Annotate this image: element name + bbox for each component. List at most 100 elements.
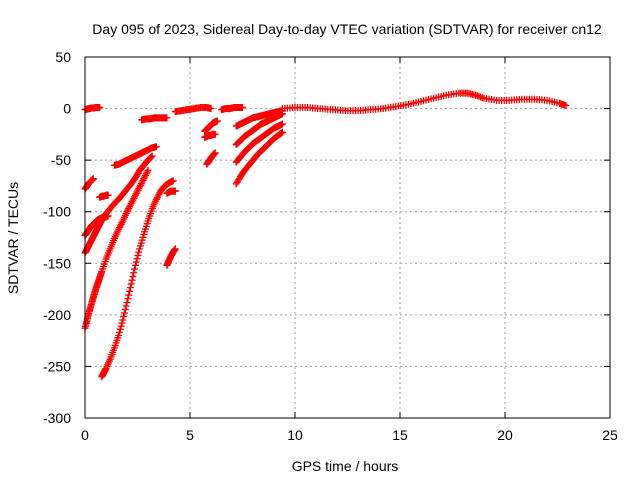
data-point: [152, 143, 160, 151]
plot-frame: [84, 56, 611, 419]
data-point: [562, 101, 570, 109]
grid-lines: [85, 57, 610, 418]
data-point: [147, 153, 155, 161]
data-point: [134, 251, 142, 259]
data-point: [131, 193, 139, 201]
data-point: [104, 191, 112, 199]
data-point: [115, 225, 123, 233]
data-point: [136, 183, 144, 191]
series-pass-14: [201, 130, 219, 141]
data-point: [126, 203, 134, 211]
data-point: [118, 319, 126, 327]
data-point: [124, 295, 132, 303]
data-point: [239, 104, 246, 112]
series-pass-6: [81, 166, 152, 332]
y-tick-label: -300: [43, 410, 71, 426]
y-tick-labels: -300 -250 -200 -150 -100 -50 0 50: [43, 49, 71, 426]
data-point: [135, 248, 143, 256]
data-point: [128, 198, 136, 206]
data-point: [117, 322, 125, 330]
data-point: [126, 284, 134, 292]
data-point: [117, 220, 125, 228]
data-point: [207, 105, 215, 113]
series-pass-4: [96, 191, 112, 201]
data-point: [278, 128, 286, 136]
x-tick-label: 0: [81, 427, 89, 443]
series-pass-19: [232, 120, 286, 166]
data-point: [155, 190, 163, 198]
series-pass-7: [98, 177, 177, 381]
series-pass-13: [201, 117, 221, 135]
series-pass-21: [278, 89, 570, 115]
data-point: [141, 173, 149, 181]
data-point: [122, 302, 130, 310]
data-point: [120, 313, 128, 321]
data-point: [163, 114, 171, 122]
x-tick-label: 15: [392, 427, 408, 443]
x-tick-label: 20: [497, 427, 513, 443]
data-point: [126, 201, 134, 209]
data-point: [127, 199, 135, 207]
y-tick-label: -50: [51, 152, 71, 168]
data-point: [142, 170, 150, 178]
data-point: [130, 195, 138, 203]
data-point: [140, 175, 148, 183]
data-point: [147, 154, 155, 162]
data-point: [213, 117, 221, 125]
data-point: [153, 194, 161, 202]
data-point: [171, 245, 179, 253]
data-point: [115, 331, 123, 339]
y-tick-label: -200: [43, 307, 71, 323]
data-point: [128, 276, 136, 284]
data-point: [131, 265, 139, 273]
data-point: [131, 261, 139, 269]
data-point: [138, 178, 146, 186]
data-point: [211, 149, 219, 157]
data-point: [89, 175, 97, 183]
data-points: [81, 89, 570, 381]
data-point: [137, 180, 145, 188]
series-pass-2: [81, 175, 97, 193]
series-pass-18: [232, 110, 286, 149]
series-pass-20: [232, 128, 286, 188]
data-point: [278, 120, 286, 128]
data-point: [132, 258, 140, 266]
x-tick-label: 10: [287, 427, 303, 443]
series-pass-1: [81, 104, 104, 114]
x-tick-labels: 0 5 10 15 20 25: [81, 427, 618, 443]
data-point: [135, 185, 143, 193]
data-point: [121, 305, 129, 313]
data-point: [126, 287, 134, 295]
series-pass-15: [203, 149, 219, 168]
data-point: [133, 255, 141, 263]
series-pass-5: [81, 152, 156, 257]
data-point: [152, 195, 160, 203]
x-axis-label: GPS time / hours: [292, 458, 399, 474]
data-point: [132, 190, 140, 198]
data-point: [139, 176, 147, 184]
data-point: [134, 186, 142, 194]
data-point: [211, 130, 219, 138]
y-tick-label: -100: [43, 204, 71, 220]
data-point: [143, 168, 151, 176]
data-point: [130, 269, 138, 277]
data-point: [116, 222, 124, 230]
data-point: [148, 152, 156, 160]
series-pass-9: [138, 114, 171, 124]
data-point: [133, 188, 141, 196]
series-pass-8: [110, 143, 160, 169]
data-point: [125, 204, 133, 212]
data-point: [115, 328, 123, 336]
data-point: [171, 187, 179, 195]
data-point: [116, 325, 124, 333]
y-axis-label: SDTVAR / TECUs: [5, 182, 21, 294]
series-pass-10: [163, 187, 179, 197]
x-tick-label: 5: [186, 427, 194, 443]
y-tick-label: 0: [63, 101, 71, 117]
data-point: [129, 272, 137, 280]
data-point: [129, 196, 137, 204]
y-tick-label: -250: [43, 358, 71, 374]
data-point: [144, 166, 152, 174]
data-point: [125, 291, 133, 299]
data-point: [136, 181, 144, 189]
